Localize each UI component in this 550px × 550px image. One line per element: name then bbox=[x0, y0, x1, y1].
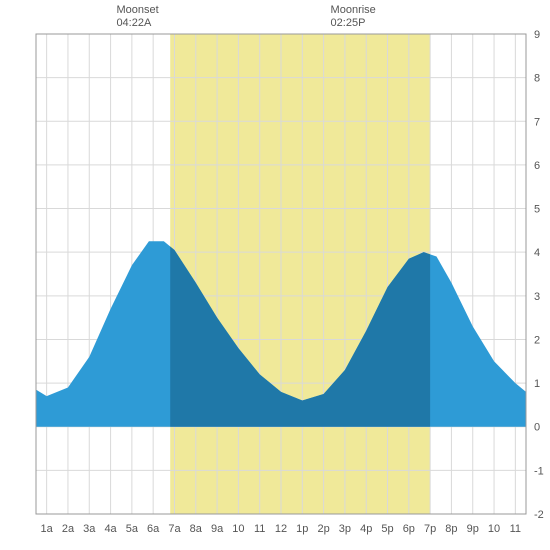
moonset-title: Moonset bbox=[116, 4, 158, 17]
svg-text:12: 12 bbox=[275, 523, 287, 535]
svg-text:1: 1 bbox=[534, 378, 540, 390]
svg-text:2a: 2a bbox=[62, 523, 75, 535]
svg-text:6: 6 bbox=[534, 160, 540, 172]
svg-text:5a: 5a bbox=[126, 523, 139, 535]
moonset-time: 04:22A bbox=[116, 17, 158, 30]
svg-text:7: 7 bbox=[534, 116, 540, 128]
svg-text:-2: -2 bbox=[534, 509, 544, 521]
svg-text:3a: 3a bbox=[83, 523, 96, 535]
svg-text:8: 8 bbox=[534, 73, 540, 85]
moonrise-title: Moonrise bbox=[331, 4, 376, 17]
svg-text:1p: 1p bbox=[296, 523, 308, 535]
svg-text:4a: 4a bbox=[104, 523, 117, 535]
svg-text:10: 10 bbox=[232, 523, 244, 535]
svg-text:8a: 8a bbox=[190, 523, 203, 535]
svg-text:0: 0 bbox=[534, 422, 540, 434]
chart-svg: -2-101234567891a2a3a4a5a6a7a8a9a1011121p… bbox=[0, 0, 550, 550]
svg-text:8p: 8p bbox=[445, 523, 457, 535]
svg-text:11: 11 bbox=[254, 523, 265, 535]
svg-text:-1: -1 bbox=[534, 465, 544, 477]
tide-chart: -2-101234567891a2a3a4a5a6a7a8a9a1011121p… bbox=[0, 0, 550, 550]
svg-text:7a: 7a bbox=[168, 523, 181, 535]
svg-text:11: 11 bbox=[510, 523, 521, 535]
svg-text:9p: 9p bbox=[467, 523, 479, 535]
svg-text:6p: 6p bbox=[403, 523, 415, 535]
svg-text:3: 3 bbox=[534, 291, 540, 303]
svg-text:9: 9 bbox=[534, 29, 540, 41]
svg-text:6a: 6a bbox=[147, 523, 160, 535]
moonrise-label: Moonrise 02:25P bbox=[331, 4, 376, 30]
moonrise-time: 02:25P bbox=[331, 17, 376, 30]
svg-text:9a: 9a bbox=[211, 523, 224, 535]
svg-text:2: 2 bbox=[534, 334, 540, 346]
svg-text:4: 4 bbox=[534, 247, 540, 259]
moonset-label: Moonset 04:22A bbox=[116, 4, 158, 30]
svg-text:2p: 2p bbox=[317, 523, 329, 535]
svg-text:3p: 3p bbox=[339, 523, 351, 535]
svg-text:4p: 4p bbox=[360, 523, 372, 535]
svg-text:10: 10 bbox=[488, 523, 500, 535]
svg-text:1a: 1a bbox=[41, 523, 54, 535]
svg-text:7p: 7p bbox=[424, 523, 436, 535]
svg-text:5p: 5p bbox=[381, 523, 393, 535]
svg-text:5: 5 bbox=[534, 204, 540, 216]
